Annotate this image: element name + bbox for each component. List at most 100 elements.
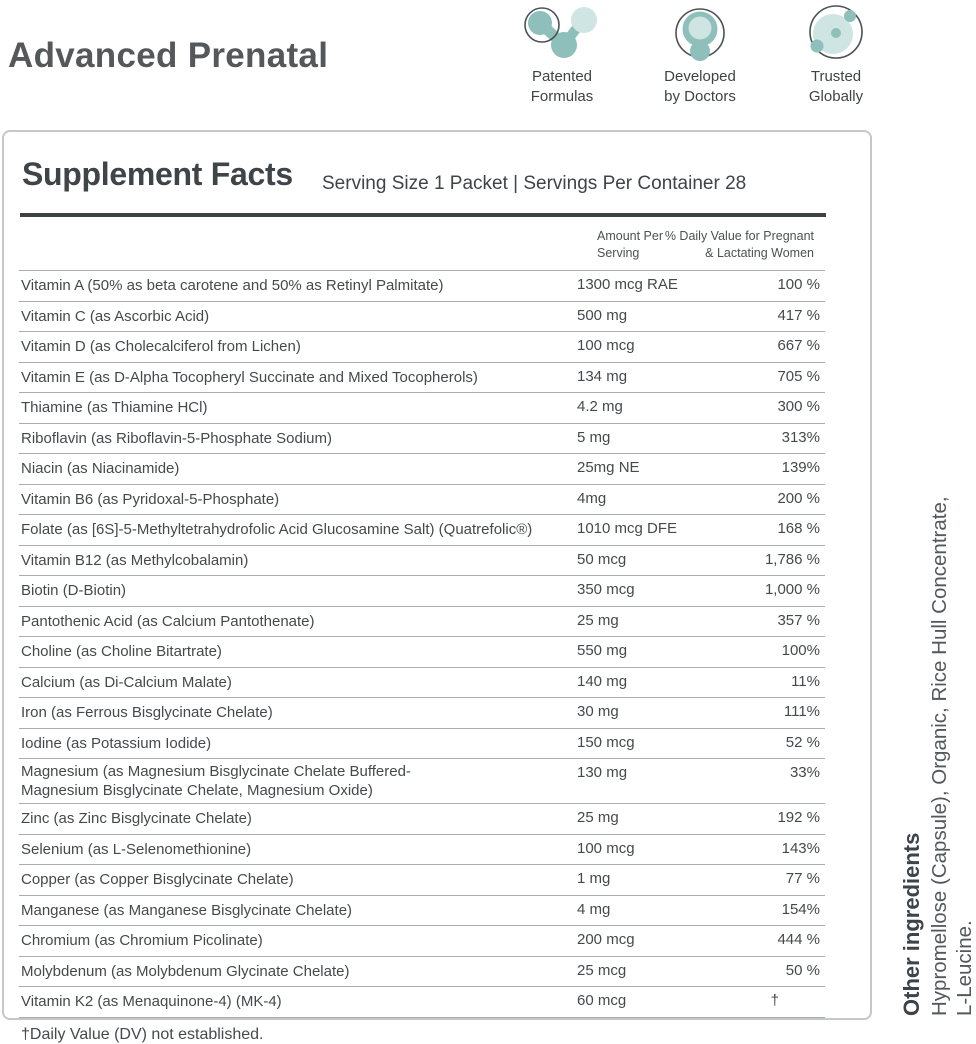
daily-value: 11%	[791, 672, 820, 690]
daily-value: 100 %	[777, 276, 820, 293]
ingredient-name: Copper (as Copper Bisglycinate Chelate)	[21, 871, 294, 889]
badge-label: Trusted Globally	[808, 68, 864, 105]
daily-value: 111%	[783, 703, 820, 720]
ingredient-name: Biotin (D-Biotin)	[21, 582, 127, 600]
table-row: Thiamine (as Thiamine HCl) 4.2 mg 300 %	[19, 392, 825, 423]
daily-value: †	[770, 992, 779, 1009]
badge-label: Patented Formulas	[530, 68, 594, 105]
table-row: Vitamin C (as Ascorbic Acid) 500 mg 417 %	[19, 300, 825, 332]
ingredient-name: Vitamin B6 (as Pyridoxal-5-Phosphate)	[21, 490, 280, 508]
ingredient-name: Folate (as [6S]-5-Methyltetrahydrofolic …	[21, 521, 533, 539]
ingredient-name: Vitamin E (as D-Alpha Tocopheryl Succina…	[21, 368, 478, 386]
amount-value: 4 mg	[577, 900, 611, 918]
badge-developed-by-doctors: Developed by Doctors	[640, 2, 760, 107]
other-ingredients-text: Hypromellose (Capsule), Organic, Rice Hu…	[928, 496, 976, 1016]
ingredient-name: Pantothenic Acid (as Calcium Pantothenat…	[21, 612, 315, 630]
amount-value: 25 mcg	[577, 961, 627, 979]
amount-value: 550 mg	[577, 642, 628, 659]
amount-value: 25mg NE	[577, 459, 640, 476]
amount-value: 150 mcg	[577, 733, 635, 751]
amount-value: 30 mg	[577, 703, 619, 720]
amount-value: 25 mg	[577, 611, 619, 629]
daily-value: 192 %	[777, 809, 820, 826]
badge-patented-formulas: Patented Formulas	[502, 2, 622, 107]
table-row: Pantothenic Acid (as Calcium Pantothenat…	[19, 605, 825, 637]
ingredient-name: Zinc (as Zinc Bisglycinate Chelate)	[21, 810, 252, 828]
ingredient-name: Chromium (as Chromium Picolinate)	[21, 932, 263, 950]
ingredient-name: Vitamin K2 (as Menaquinone-4) (MK-4)	[21, 993, 282, 1011]
amount-value: 200 mcg	[577, 931, 635, 948]
ingredient-name: Selenium (as L-Selenomethionine)	[21, 840, 252, 858]
nutrient-table: Vitamin A (50% as beta carotene and 50% …	[19, 270, 825, 1044]
daily-value: 1,000 %	[764, 581, 820, 598]
table-row: Vitamin K2 (as Menaquinone-4) (MK-4) 60 m…	[19, 986, 825, 1017]
other-ingredients-heading: Other ingredients	[899, 832, 924, 1016]
table-row: Vitamin D (as Cholecalciferol from Liche…	[19, 331, 825, 362]
daily-value: 52 %	[785, 733, 820, 751]
daily-value: 417 %	[777, 306, 820, 324]
daily-value: 168 %	[777, 520, 820, 537]
supplement-facts-title: Supplement Facts	[22, 156, 293, 192]
amount-value: 50 mcg	[577, 550, 627, 568]
footnote: †Daily Value (DV) not established.	[19, 1016, 825, 1044]
table-row: Chromium (as Chromium Picolinate) 200 mcg…	[19, 925, 825, 956]
daily-value: 200 %	[777, 489, 820, 507]
amount-value: 4mg	[577, 489, 607, 507]
amount-value: 60 mcg	[577, 992, 627, 1009]
daily-value: 444 %	[777, 931, 820, 948]
daily-value: 143%	[781, 839, 820, 857]
molecule-icon	[502, 2, 622, 64]
daily-value: 33%	[789, 764, 820, 781]
table-row: Choline (as Choline Bitartrate) 550 mg 100…	[19, 636, 825, 667]
amount-value: 130 mg	[577, 764, 628, 781]
table-row: Iron (as Ferrous Bisglycinate Chelate) 30…	[19, 697, 825, 728]
table-row: Manganese (as Manganese Bisglycinate Che…	[19, 894, 825, 926]
amount-value: 500 mg	[577, 306, 628, 324]
ingredient-name: Iron (as Ferrous Bisglycinate Chelate)	[21, 704, 273, 722]
table-row: Vitamin B6 (as Pyridoxal-5-Phosphate) 4mg…	[19, 483, 825, 515]
ingredient-name: Manganese (as Manganese Bisglycinate Che…	[21, 901, 353, 919]
ingredient-name: Choline (as Choline Bitartrate)	[21, 643, 222, 661]
ingredient-name: Molybdenum (as Molybdenum Glycinate Chel…	[21, 962, 350, 980]
amount-value: 140 mg	[577, 672, 628, 690]
table-row: Folate (as [6S]-5-Methyltetrahydrofolic …	[19, 514, 825, 545]
table-row: Vitamin E (as D-Alpha Tocopheryl Succina…	[19, 361, 825, 393]
column-header-daily-value: % Daily Value for Pregnant & Lactating W…	[664, 229, 814, 260]
table-row: Magnesium (as Magnesium Bisglycinate Che…	[19, 758, 825, 803]
amount-value: 1010 mcg DFE	[577, 520, 678, 537]
amount-value: 100 mcg	[577, 839, 635, 857]
page-title: Advanced Prenatal	[8, 36, 329, 75]
amount-value: 100 mcg	[577, 337, 635, 354]
badge-trusted-globally: Trusted Globally	[776, 2, 896, 107]
amount-value: 5 mg	[577, 428, 611, 446]
ingredient-name: Riboflavin (as Riboflavin-5-Phosphate So…	[21, 429, 332, 447]
ingredient-name: Niacin (as Niacinamide)	[21, 460, 180, 478]
supplement-facts-panel: Supplement Facts Serving Size 1 Packet |…	[2, 130, 872, 1043]
daily-value: 154%	[781, 900, 820, 918]
ingredient-name: Vitamin C (as Ascorbic Acid)	[21, 307, 210, 325]
daily-value: 705 %	[777, 367, 820, 385]
badge-strip: Patented Formulas Developed by Doctors T…	[500, 2, 976, 112]
daily-value: 357 %	[777, 611, 820, 629]
amount-value: 4.2 mg	[577, 398, 623, 415]
table-row: Biotin (D-Biotin) 350 mcg 1,000 %	[19, 575, 825, 606]
table-row: Molybdenum (as Molybdenum Glycinate Chel…	[19, 955, 825, 987]
daily-value: 1,786 %	[764, 550, 820, 568]
ingredient-name: Iodine (as Potassium Iodide)	[21, 734, 212, 752]
amount-value: 350 mcg	[577, 581, 635, 598]
ingredient-name: Thiamine (as Thiamine HCl)	[21, 399, 208, 417]
daily-value: 50 %	[785, 961, 820, 979]
table-row: Zinc (as Zinc Bisglycinate Chelate) 25 mg…	[19, 803, 825, 834]
table-row: Niacin (as Niacinamide) 25mg NE 139%	[19, 453, 825, 484]
serving-info: Serving Size 1 Packet | Servings Per Con…	[322, 173, 747, 194]
ingredient-name: Magnesium (as Magnesium Bisglycinate Che…	[21, 763, 411, 799]
cell-ring-icon	[640, 2, 760, 64]
daily-value: 77 %	[785, 870, 820, 887]
amount-value: 134 mg	[577, 367, 628, 385]
table-row: Copper (as Copper Bisglycinate Chelate) 1…	[19, 864, 825, 895]
daily-value: 300 %	[777, 398, 820, 415]
daily-value: 100%	[781, 642, 820, 659]
amount-value: 25 mg	[577, 809, 619, 826]
table-row: Calcium (as Di-Calcium Malate) 140 mg 11%	[19, 666, 825, 698]
table-row: Riboflavin (as Riboflavin-5-Phosphate So…	[19, 422, 825, 454]
